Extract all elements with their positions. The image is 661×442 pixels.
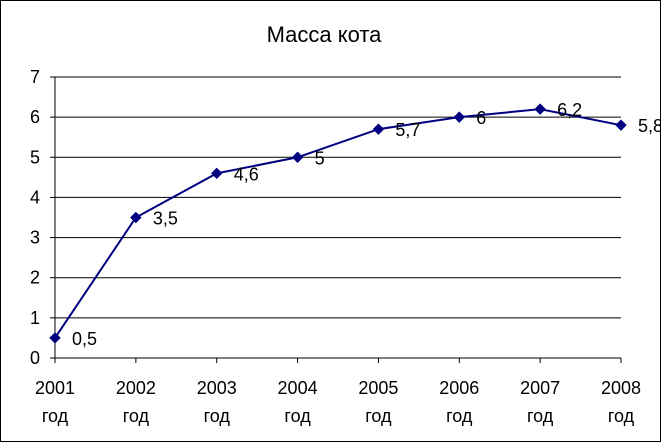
y-tick-label: 2 [30,268,40,288]
series-group [49,103,627,344]
x-tick-label-line: 2005 [358,378,398,398]
data-labels: 0,5 3,5 4,6 5 5,7 6 6,2 5,8 [72,100,660,349]
y-tick-label: 5 [30,147,40,167]
x-tick-label-line: 2007 [520,378,560,398]
data-label: 6 [476,108,486,128]
data-label: 3,5 [153,209,178,229]
y-tick-labels: 0 1 2 3 4 5 6 7 [30,67,40,368]
x-tick-label-line: год [204,406,231,426]
y-tick-label: 7 [30,67,40,87]
x-tick-label-line: год [42,406,69,426]
x-tick-label: 2007 год [520,378,560,426]
x-tick-label-line: 2003 [197,378,237,398]
series-line [54,108,622,339]
data-point-marker [372,123,385,135]
data-label: 6,2 [557,100,582,120]
y-tick-label: 3 [30,228,40,248]
x-tick-label-line: год [527,406,554,426]
data-point-marker [49,332,61,344]
axes [50,76,622,363]
data-point-marker [453,111,465,123]
x-tick-label: 2001 год [35,378,75,426]
x-tick-label-line: год [365,406,392,426]
x-tick-labels: 2001 год 2002 год 2003 год 2004 год 2005 год 2006 г… [35,378,641,426]
data-label: 5,8 [638,116,660,136]
x-tick-label: 2006 год [439,378,479,426]
x-tick-label-line: 2006 [439,378,479,398]
x-tick-label: 2002 год [116,378,156,426]
x-tick-label: 2003 год [197,378,237,426]
data-point-marker [615,119,627,131]
y-tick-label: 0 [30,348,40,368]
x-tick-label-line: 2001 [35,378,75,398]
x-tick-label-line: 2002 [116,378,156,398]
x-tick-label-line: год [608,406,635,426]
y-tick-label: 6 [30,107,40,127]
data-label: 5,7 [395,120,420,140]
x-tick-label-line: 2008 [601,378,641,398]
data-label: 0,5 [72,329,97,349]
x-tick-label-line: год [284,406,311,426]
x-tick-label-line: год [446,406,473,426]
data-point-marker [130,211,142,224]
data-label: 4,6 [234,164,259,184]
data-point-marker [211,167,223,180]
x-tick-label: 2008 год [601,378,641,426]
chart-title: Масса кота [267,22,383,47]
x-tick-label: 2005 год [358,378,398,426]
gridlines [55,76,621,319]
x-tick-label-line: 2004 [278,378,318,398]
y-tick-label: 1 [30,308,40,328]
x-tick-label: 2004 год [278,378,318,426]
data-point-marker [291,151,304,163]
y-tick-label: 4 [30,187,40,207]
x-tick-label-line: год [123,406,150,426]
data-label: 5 [315,148,325,168]
data-point-marker [534,103,546,115]
